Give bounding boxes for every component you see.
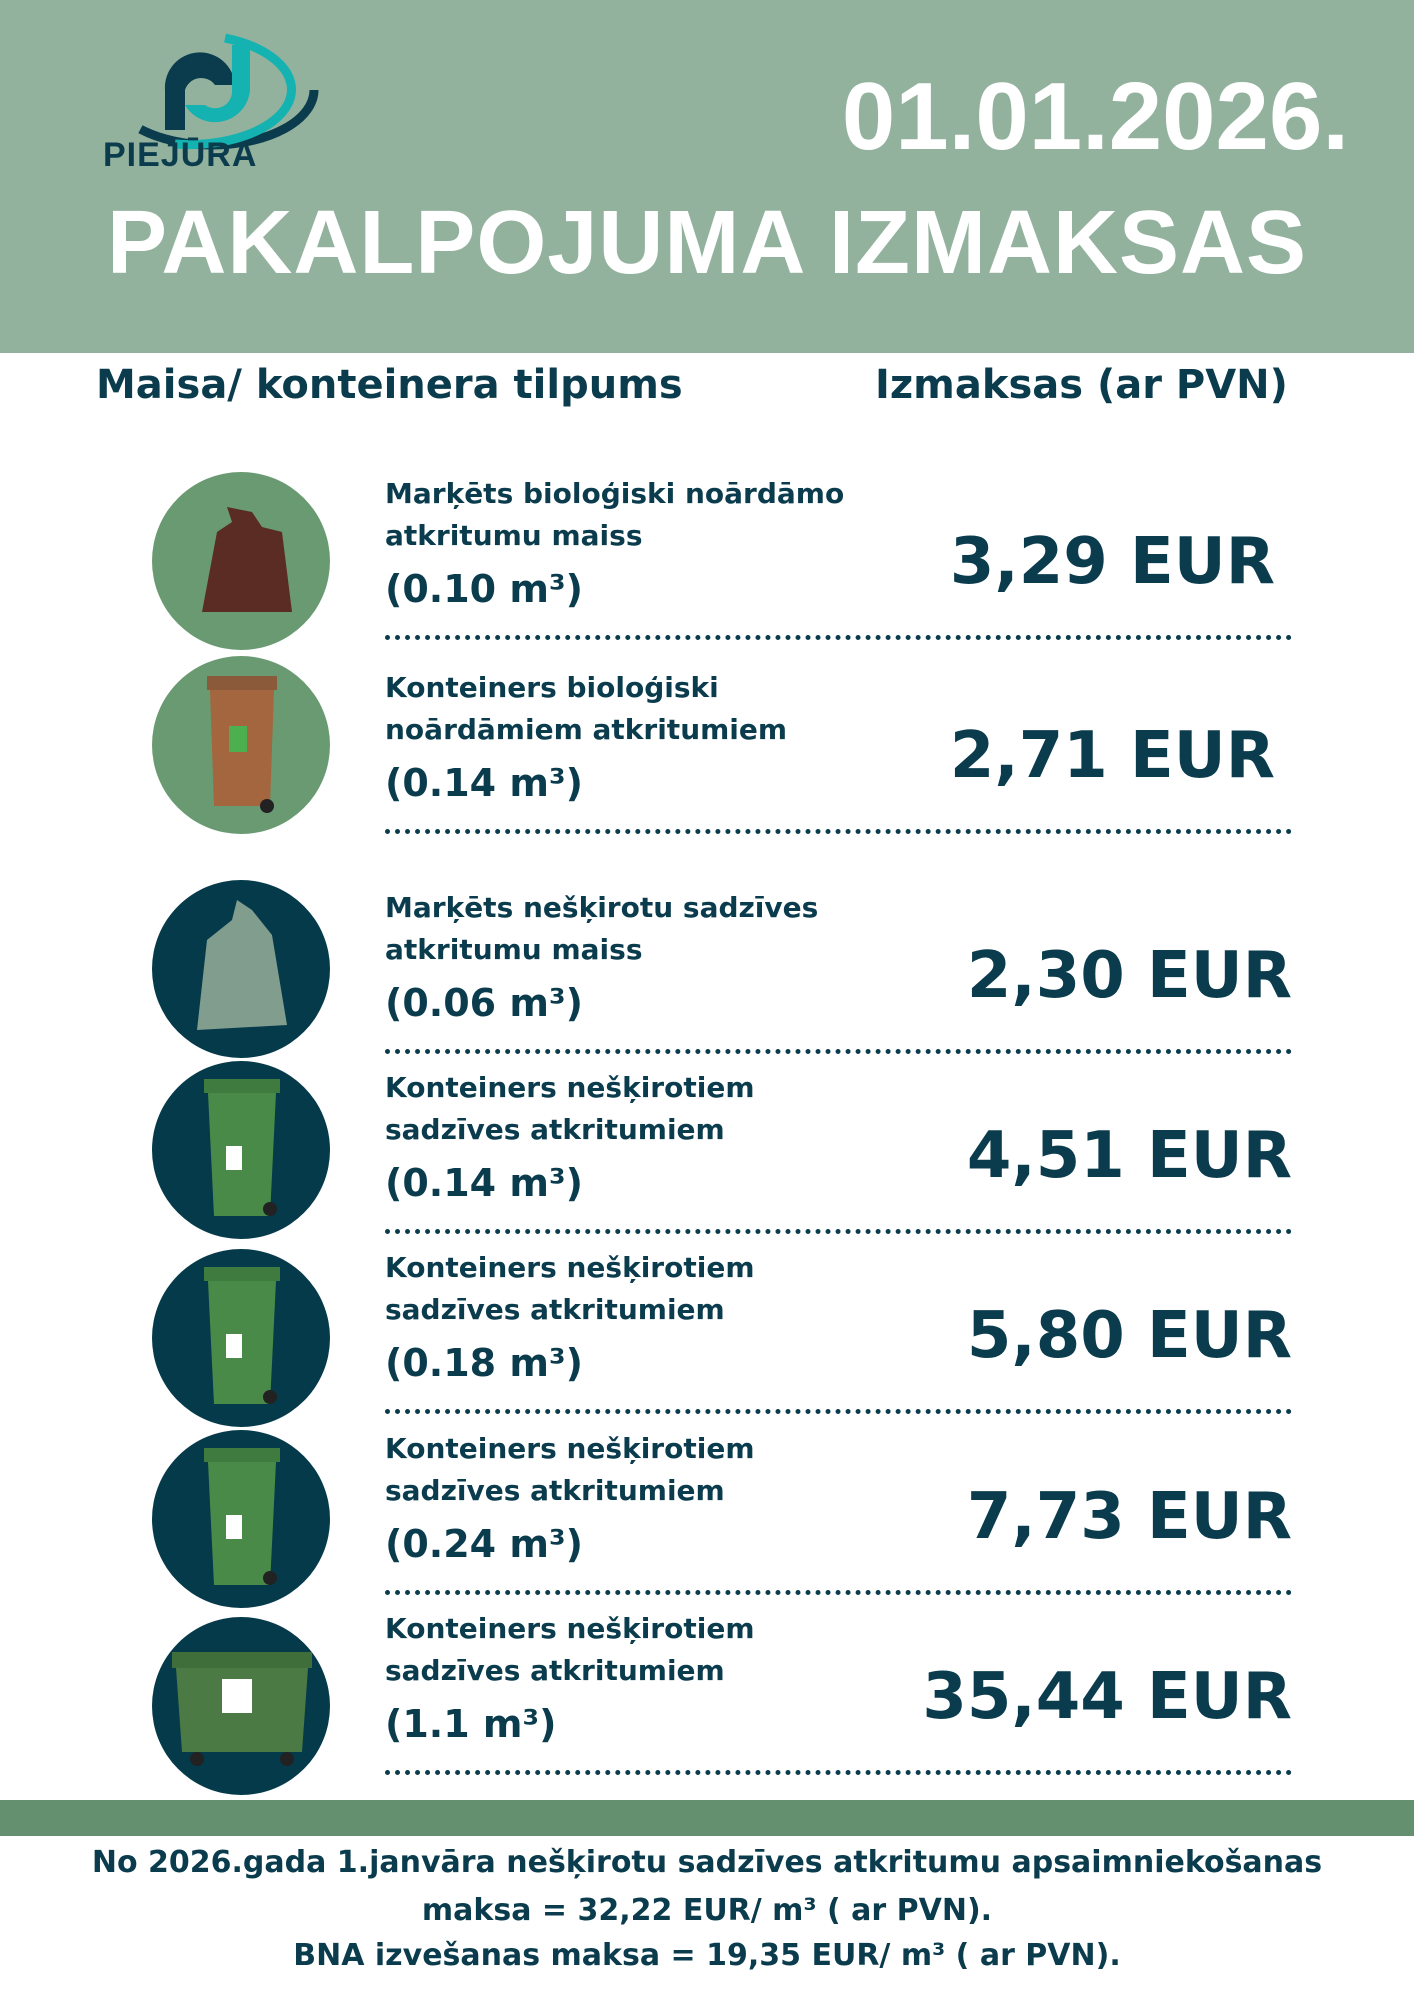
footer-line-2: maksa = 32,22 EUR/ m³ ( ar PVN).: [421, 1893, 993, 1928]
item-label-line-2: sadzīves atkritumiem: [385, 1474, 725, 1507]
brown-bin-icon: [152, 656, 330, 834]
large-green-container-icon: [152, 1617, 330, 1795]
item-price: 7,73 EUR: [966, 1480, 1292, 1554]
item-volume: (0.18 m³): [385, 1341, 583, 1385]
item-volume: (0.14 m³): [385, 1161, 583, 1205]
dotted-divider: [385, 1229, 1292, 1234]
item-volume: (0.10 m³): [385, 567, 583, 611]
column-header-volume: Maisa/ konteinera tilpums: [96, 362, 683, 408]
divider-bar: [0, 1800, 1414, 1836]
dotted-divider: [385, 829, 1292, 834]
item-volume: (1.1 m³): [385, 1702, 557, 1746]
dotted-divider: [385, 1409, 1292, 1414]
item-label-line-2: noārdāmiem atkritumiem: [385, 713, 788, 746]
logo-text: PIEJŪRA: [103, 136, 258, 174]
piejura-logo-icon: [105, 30, 319, 150]
item-price: 35,44 EUR: [922, 1660, 1292, 1734]
item-label-line-2: sadzīves atkritumiem: [385, 1293, 725, 1326]
footer-line-3: BNA izvešanas maksa = 19,35 EUR/ m³ ( ar…: [293, 1938, 1121, 1973]
item-price: 3,29 EUR: [949, 525, 1275, 599]
item-label-line-1: Konteiners nešķirotiem: [385, 1071, 755, 1104]
header: PIEJŪRA 01.01.2026. PAKALPOJUMA IZMAKSAS: [0, 0, 1414, 353]
item-label-line-1: Marķēts nešķirotu sadzīves: [385, 891, 819, 924]
green-bin-icon: [152, 1061, 330, 1239]
item-label-line-2: atkritumu maiss: [385, 933, 643, 966]
item-price: 2,71 EUR: [949, 719, 1275, 793]
dotted-divider: [385, 1590, 1292, 1595]
item-label-line-2: sadzīves atkritumiem: [385, 1113, 725, 1146]
dotted-divider: [385, 1770, 1292, 1775]
footer-line-1: No 2026.gada 1.janvāra nešķirotu sadzīve…: [91, 1845, 1323, 1880]
column-header-price: Izmaksas (ar PVN): [875, 362, 1288, 408]
item-label-line-1: Konteiners nešķirotiem: [385, 1612, 755, 1645]
item-label-line-1: Konteiners nešķirotiem: [385, 1432, 755, 1465]
item-volume: (0.24 m³): [385, 1522, 583, 1566]
dotted-divider: [385, 1049, 1292, 1054]
effective-date: 01.01.2026.: [841, 63, 1349, 170]
item-label-line-2: atkritumu maiss: [385, 519, 643, 552]
dotted-divider: [385, 635, 1292, 640]
item-price: 2,30 EUR: [966, 939, 1292, 1013]
item-volume: (0.14 m³): [385, 761, 583, 805]
item-price: 5,80 EUR: [966, 1299, 1292, 1373]
item-label-line-1: Konteiners bioloģiski: [385, 671, 719, 704]
item-label-line-2: sadzīves atkritumiem: [385, 1654, 725, 1687]
green-bag-icon: [152, 880, 330, 1058]
green-bin-icon: [152, 1249, 330, 1427]
green-bin-icon: [152, 1430, 330, 1608]
item-label-line-1: Konteiners nešķirotiem: [385, 1251, 755, 1284]
item-price: 4,51 EUR: [966, 1119, 1292, 1193]
page-title: PAKALPOJUMA IZMAKSAS: [106, 193, 1308, 293]
item-volume: (0.06 m³): [385, 981, 583, 1025]
item-label-line-1: Marķēts bioloģiski noārdāmo: [385, 477, 845, 510]
brown-bag-icon: [152, 472, 330, 650]
